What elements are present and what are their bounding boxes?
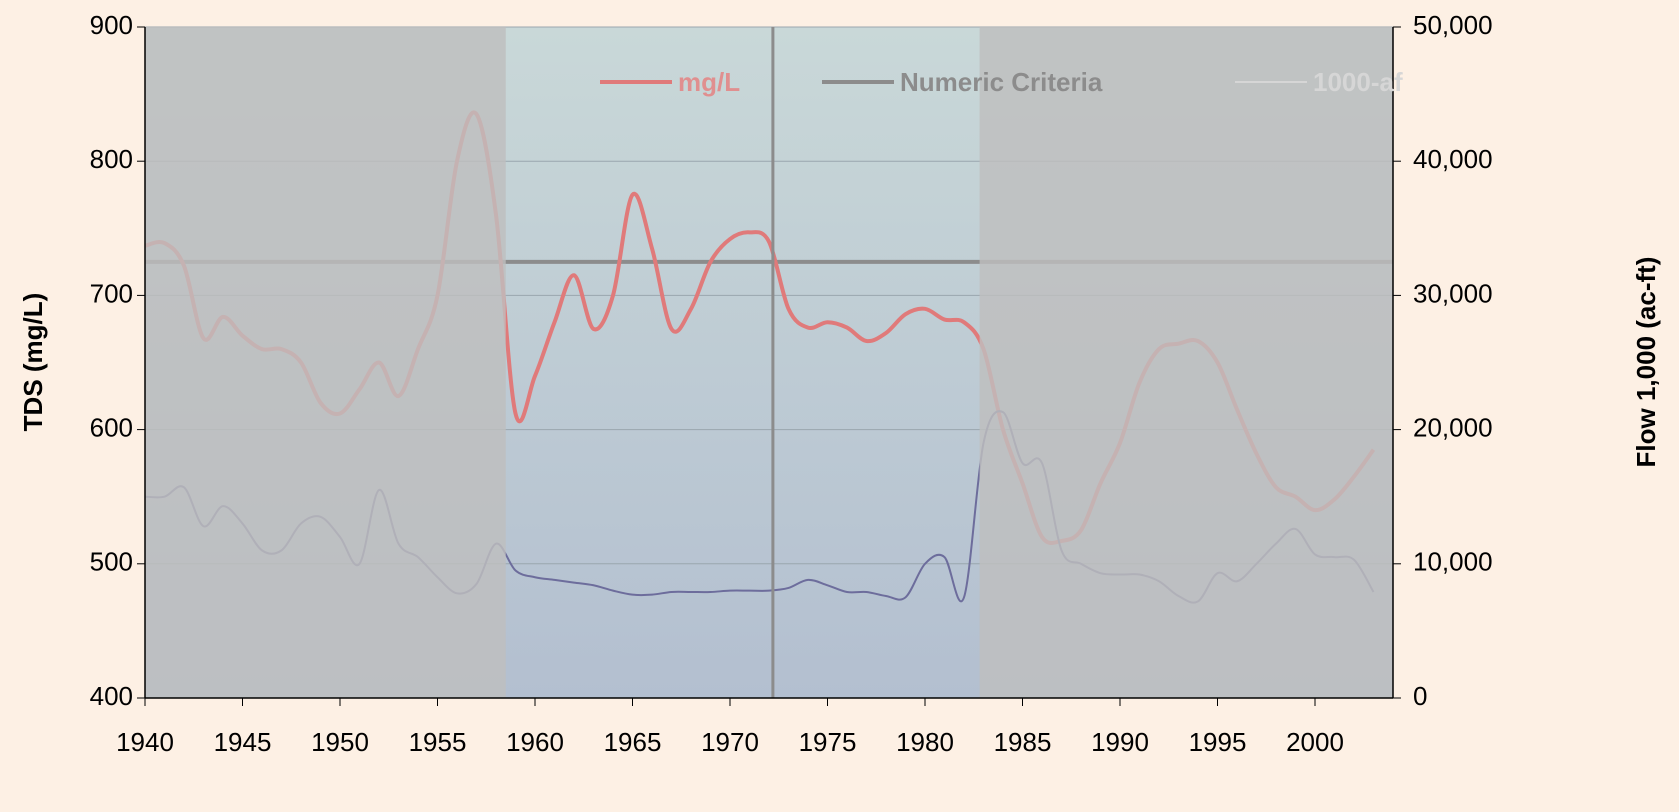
x-tick-label: 1945 xyxy=(214,727,272,757)
shaded-period xyxy=(145,27,506,698)
x-tick-label: 1995 xyxy=(1189,727,1247,757)
y2-tick-label: 20,000 xyxy=(1413,412,1493,442)
x-tick-label: 1985 xyxy=(994,727,1052,757)
y-tick-label: 900 xyxy=(90,10,133,40)
legend-label: mg/L xyxy=(678,67,740,97)
y2-tick-label: 0 xyxy=(1413,681,1427,711)
x-tick-label: 1950 xyxy=(311,727,369,757)
y-tick-label: 700 xyxy=(90,278,133,308)
y2-axis-label: Flow 1,000 (ac-ft) xyxy=(1631,257,1661,468)
x-tick-label: 1990 xyxy=(1091,727,1149,757)
x-tick-label: 1940 xyxy=(116,727,174,757)
y-tick-label: 400 xyxy=(90,681,133,711)
x-tick-label: 1960 xyxy=(506,727,564,757)
shaded-period xyxy=(979,27,1393,698)
y2-tick-label: 40,000 xyxy=(1413,144,1493,174)
y-tick-label: 500 xyxy=(90,547,133,577)
legend-label: 1000-af xyxy=(1313,67,1403,97)
y-axis-label: TDS (mg/L) xyxy=(18,293,48,432)
x-tick-label: 2000 xyxy=(1286,727,1344,757)
y2-tick-label: 10,000 xyxy=(1413,547,1493,577)
x-tick-label: 1955 xyxy=(409,727,467,757)
y-tick-label: 800 xyxy=(90,144,133,174)
legend-label: Numeric Criteria xyxy=(900,67,1103,97)
x-tick-label: 1980 xyxy=(896,727,954,757)
y2-tick-label: 50,000 xyxy=(1413,10,1493,40)
y-tick-label: 600 xyxy=(90,412,133,442)
y2-tick-label: 30,000 xyxy=(1413,278,1493,308)
x-tick-label: 1975 xyxy=(799,727,857,757)
x-tick-label: 1965 xyxy=(604,727,662,757)
x-tick-label: 1970 xyxy=(701,727,759,757)
